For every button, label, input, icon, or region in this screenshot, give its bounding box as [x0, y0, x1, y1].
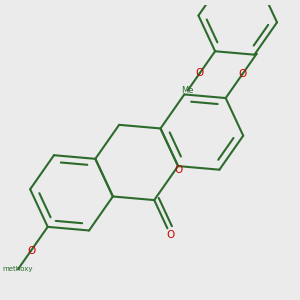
Text: O: O — [196, 68, 204, 78]
Text: O: O — [167, 230, 175, 240]
Text: O: O — [27, 246, 35, 256]
Text: methoxy: methoxy — [3, 266, 33, 272]
Text: O: O — [238, 69, 247, 79]
Text: Me: Me — [182, 86, 194, 95]
Text: O: O — [175, 165, 183, 175]
